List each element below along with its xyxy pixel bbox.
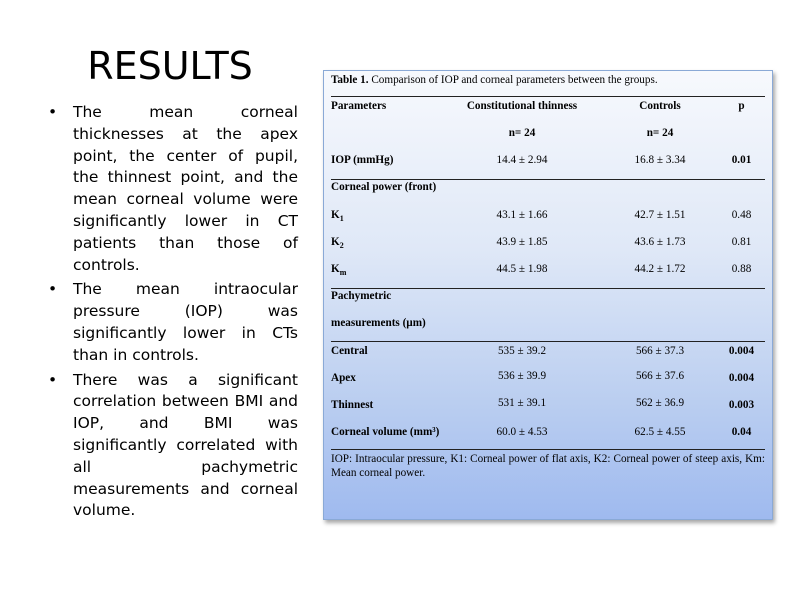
- row-g1: 14.4 ± 2.94: [496, 154, 548, 166]
- row-g1: 44.5 ± 1.98: [496, 263, 548, 275]
- bullet-item: There was a significant correlation betw…: [48, 370, 298, 523]
- table-rule: [331, 179, 765, 180]
- section-label-cont: measurements (µm): [331, 317, 426, 329]
- row-p: 0.004: [728, 372, 755, 384]
- header-group2: Controls: [639, 100, 681, 112]
- table-caption-label: Table 1.: [331, 74, 369, 86]
- row-g2: 16.8 ± 3.34: [634, 154, 686, 166]
- row-g2: 44.2 ± 1.72: [634, 263, 686, 275]
- row-g2: 566 ± 37.6: [635, 370, 685, 382]
- row-param: K2: [331, 236, 344, 251]
- bullet-item: The mean corneal thicknesses at the apex…: [48, 102, 298, 276]
- row-param: IOP (mmHg): [331, 154, 394, 166]
- row-param: Apex: [331, 372, 356, 384]
- table-rule: [331, 341, 765, 342]
- table-caption: Table 1. Comparison of IOP and corneal p…: [331, 74, 658, 86]
- row-g1: 536 ± 39.9: [497, 370, 547, 382]
- row-g2: 43.6 ± 1.73: [634, 236, 686, 248]
- row-param: Km: [331, 263, 347, 278]
- results-table: Table 1. Comparison of IOP and corneal p…: [323, 70, 773, 520]
- row-param: Central: [331, 345, 368, 357]
- row-g2: 566 ± 37.3: [635, 345, 685, 357]
- table-caption-text: Comparison of IOP and corneal parameters…: [368, 74, 658, 86]
- row-g1: 531 ± 39.1: [497, 397, 547, 409]
- header-n1: n= 24: [508, 127, 536, 139]
- row-p: 0.004: [728, 345, 755, 357]
- row-p: 0.88: [731, 263, 752, 275]
- table-rule: [331, 449, 765, 450]
- table-rule: [331, 96, 765, 97]
- row-param: Corneal volume (mm³): [331, 426, 440, 438]
- row-p: 0.01: [731, 154, 752, 166]
- table-footnote: IOP: Intraocular pressure, K1: Corneal p…: [331, 453, 765, 479]
- row-g1: 535 ± 39.2: [497, 345, 547, 357]
- results-bullet-list: The mean corneal thicknesses at the apex…: [48, 102, 298, 525]
- row-g1: 43.1 ± 1.66: [496, 209, 548, 221]
- row-p: 0.48: [731, 209, 752, 221]
- header-p: p: [738, 100, 745, 112]
- table-rule: [331, 288, 765, 289]
- row-p: 0.04: [731, 426, 752, 438]
- row-g2: 42.7 ± 1.51: [634, 209, 686, 221]
- row-g1: 43.9 ± 1.85: [496, 236, 548, 248]
- header-parameters: Parameters: [331, 100, 387, 112]
- row-param: K1: [331, 209, 344, 224]
- row-g1: 60.0 ± 4.53: [496, 426, 548, 438]
- row-p: 0.003: [728, 399, 755, 411]
- section-label: Corneal power (front): [331, 181, 437, 193]
- header-group1: Constitutional thinness: [466, 100, 578, 112]
- row-param: Thinnest: [331, 399, 374, 411]
- row-g2: 62.5 ± 4.55: [634, 426, 686, 438]
- row-g2: 562 ± 36.9: [635, 397, 685, 409]
- bullet-item: The mean intraocular pressure (IOP) was …: [48, 279, 298, 366]
- row-p: 0.81: [731, 236, 752, 248]
- slide-title: RESULTS: [87, 44, 253, 88]
- header-n2: n= 24: [646, 127, 674, 139]
- section-label: Pachymetric: [331, 290, 392, 302]
